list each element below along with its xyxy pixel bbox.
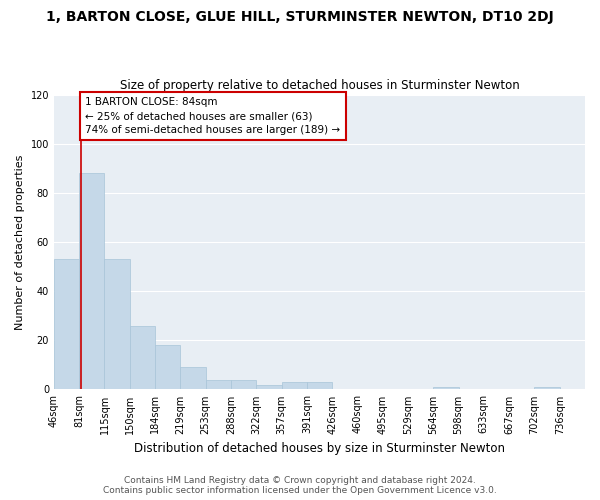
X-axis label: Distribution of detached houses by size in Sturminster Newton: Distribution of detached houses by size … <box>134 442 505 455</box>
Bar <box>104 259 130 390</box>
Bar <box>281 382 307 390</box>
Bar <box>181 368 206 390</box>
Bar <box>231 380 256 390</box>
Bar <box>256 384 281 390</box>
Bar <box>433 387 458 390</box>
Y-axis label: Number of detached properties: Number of detached properties <box>15 154 25 330</box>
Bar <box>79 173 104 390</box>
Title: Size of property relative to detached houses in Sturminster Newton: Size of property relative to detached ho… <box>119 79 520 92</box>
Bar <box>155 345 181 390</box>
Text: Contains HM Land Registry data © Crown copyright and database right 2024.
Contai: Contains HM Land Registry data © Crown c… <box>103 476 497 495</box>
Bar <box>206 380 231 390</box>
Text: 1, BARTON CLOSE, GLUE HILL, STURMINSTER NEWTON, DT10 2DJ: 1, BARTON CLOSE, GLUE HILL, STURMINSTER … <box>46 10 554 24</box>
Bar <box>307 382 332 390</box>
Bar <box>130 326 155 390</box>
Bar <box>54 259 79 390</box>
Bar <box>535 387 560 390</box>
Text: 1 BARTON CLOSE: 84sqm
← 25% of detached houses are smaller (63)
74% of semi-deta: 1 BARTON CLOSE: 84sqm ← 25% of detached … <box>85 97 340 135</box>
